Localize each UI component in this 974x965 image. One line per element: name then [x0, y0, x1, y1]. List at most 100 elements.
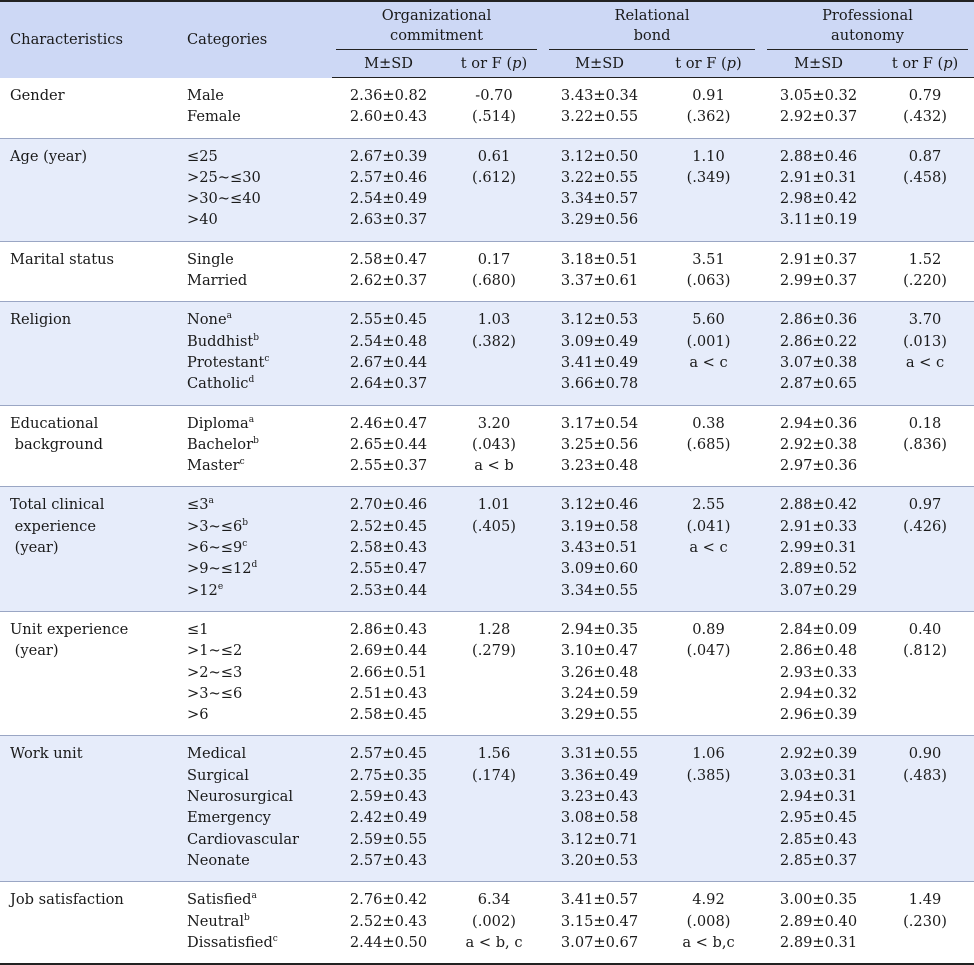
pa-msd-cell-line: 2.94±0.31 — [779, 788, 858, 806]
rb-tf-cell: 0.91 (.362) — [656, 77, 762, 139]
characteristic-cell-line: Job satisfaction — [10, 891, 124, 909]
rb-msd-cell: 3.18±0.51 3.37±0.61 — [543, 241, 656, 303]
rb-msd-cell: 2.94±0.35 3.10±0.47 3.26±0.48 3.24±0.59 3.29… — [543, 611, 656, 737]
table-row: Religion Nonea Buddhistb Protestantc Catholi… — [0, 301, 974, 406]
category-cell-line: Neonate — [187, 851, 250, 869]
pa-msd-cell-line: 2.85±0.43 — [779, 830, 858, 848]
oc-msd-cell-line: 2.51±0.43 — [349, 684, 428, 702]
pa-tf-cell-line: 0.79 — [908, 87, 942, 104]
rb-tf-cell-line: (.385) — [686, 766, 731, 784]
oc-tf-cell: 0.61 (.612) — [445, 138, 543, 242]
characteristic-cell: Religion — [0, 301, 182, 406]
rb-msd-cell-line: 3.12±0.50 — [560, 147, 639, 165]
category-cell-line: Bachelorb — [187, 435, 259, 453]
header-professional-autonomy: Professional autonomy — [761, 1, 974, 53]
rb-msd-cell-line: 3.41±0.57 — [560, 891, 639, 909]
pa-msd-cell-line: 2.98±0.42 — [779, 190, 858, 208]
rb-tf-cell-line: (.047) — [686, 642, 731, 660]
rb-tf-cell-line: 0.38 — [692, 414, 725, 432]
pa-msd-cell: 3.00±0.35 2.89±0.40 2.89±0.31 — [761, 881, 877, 965]
oc-tf-cell: -0.70 (.514) — [445, 77, 543, 139]
pa-msd-cell-line: 2.84±0.09 — [779, 620, 858, 638]
category-cell-line: >9~≤12d — [187, 560, 258, 578]
rb-tf-cell-line: a < c — [689, 539, 728, 557]
footnote-marker: b — [244, 912, 250, 923]
pa-msd-cell-line: 2.99±0.37 — [779, 272, 858, 290]
oc-tf-cell-line: (.174) — [472, 766, 516, 784]
category-cell-line: >25~≤30 — [187, 168, 261, 186]
pa-msd-cell: 2.86±0.36 2.86±0.22 3.07±0.38 2.87±0.65 — [761, 301, 877, 406]
pa-msd-cell: 2.92±0.39 3.03±0.31 2.94±0.31 2.95±0.45 2.85… — [761, 735, 877, 883]
pa-msd-cell: 3.05±0.32 2.92±0.37 — [761, 77, 877, 139]
pa-tf-cell-line: (.836) — [903, 435, 947, 453]
oc-tf-cell-line: 0.61 — [477, 147, 511, 165]
oc-tf-cell-line: (.405) — [472, 517, 516, 535]
pa-tf-cell-line: 0.90 — [908, 745, 942, 763]
category-cell: Single Married — [182, 241, 332, 303]
rb-tf-cell: 4.92 (.008) a < b,c — [656, 881, 762, 965]
rb-tf-cell-line: (.685) — [686, 435, 731, 453]
rb-msd-cell-line: 3.36±0.49 — [560, 766, 639, 784]
characteristic-cell: Unit experience (year) — [0, 611, 182, 737]
pa-tf-cell-line: (.812) — [903, 642, 947, 660]
rb-msd-cell-line: 3.66±0.78 — [560, 375, 639, 393]
table-row: Educational background Diplomaa Bachelorb M… — [0, 405, 974, 488]
pa-tf-cell: 0.97 (.426) — [876, 486, 974, 612]
oc-tf-cell: 3.20 (.043) a < b — [445, 405, 543, 488]
pa-msd-cell-line: 2.96±0.39 — [779, 706, 858, 724]
rb-tf-cell-line: 0.89 — [692, 620, 725, 638]
category-cell: Medical Surgical Neurosurgical Emergency Car… — [182, 735, 332, 883]
oc-msd-cell-line: 2.66±0.51 — [349, 663, 428, 681]
rb-msd-cell-line: 3.10±0.47 — [560, 642, 639, 660]
oc-msd-cell-line: 2.65±0.44 — [349, 435, 428, 453]
oc-msd-cell-line: 2.57±0.45 — [349, 745, 428, 763]
oc-msd-cell-line: 2.60±0.43 — [349, 108, 428, 126]
oc-tf-cell-line: (.043) — [472, 435, 516, 453]
oc-tf-cell-line: a < b, c — [465, 933, 523, 951]
category-cell-line: Protestantc — [187, 353, 270, 371]
pa-msd-cell-line: 2.92±0.39 — [779, 745, 858, 763]
category-cell-line: ≤3a — [187, 496, 214, 514]
pa-tf-cell: 0.87 (.458) — [876, 138, 974, 242]
rb-msd-cell-line: 3.08±0.58 — [560, 809, 639, 827]
category-cell: Nonea Buddhistb Protestantc Catholicd — [182, 301, 332, 406]
pa-msd-cell-line: 2.92±0.37 — [779, 108, 858, 126]
rb-msd-cell: 3.12±0.50 3.22±0.55 3.34±0.57 3.29±0.56 — [543, 138, 656, 242]
rb-msd-cell-line: 3.12±0.71 — [560, 830, 639, 848]
rb-msd-cell: 3.12±0.46 3.19±0.58 3.43±0.51 3.09±0.60 3.34… — [543, 486, 656, 612]
pa-msd-cell-line: 2.89±0.31 — [779, 933, 858, 951]
category-cell-line: >6~≤9c — [187, 539, 248, 557]
rb-tf-cell: 1.06 (.385) — [656, 735, 762, 883]
pa-msd-cell: 2.88±0.42 2.91±0.33 2.99±0.31 2.89±0.52 3.07… — [761, 486, 877, 612]
rb-msd-cell-line: 2.94±0.35 — [560, 620, 639, 638]
category-cell-line: Dissatisfiedc — [187, 933, 278, 951]
oc-msd-cell: 2.36±0.82 2.60±0.43 — [332, 77, 445, 139]
category-cell-line: Satisfieda — [187, 891, 257, 909]
rb-tf-cell-line: (.041) — [686, 517, 731, 535]
characteristic-cell-line: Age (year) — [10, 147, 88, 165]
pa-msd-cell-line: 3.07±0.38 — [779, 353, 858, 371]
pa-tf-cell-line: (.458) — [903, 168, 947, 186]
oc-msd-cell-line: 2.58±0.43 — [349, 539, 428, 557]
category-cell-line: Emergency — [187, 809, 271, 827]
characteristic-cell-line: experience — [10, 517, 96, 535]
oc-msd-cell-line: 2.59±0.55 — [349, 830, 428, 848]
oc-msd-cell: 2.76±0.42 2.52±0.43 2.44±0.50 — [332, 881, 445, 965]
category-cell-line: Masterc — [187, 457, 245, 475]
footnote-marker: b — [242, 517, 249, 528]
pa-msd-cell-line: 2.86±0.22 — [779, 332, 858, 350]
oc-tf-cell-line: 1.03 — [477, 311, 511, 329]
pa-tf-cell: 0.40 (.812) — [876, 611, 974, 737]
pa-tf-cell-line: 0.87 — [908, 147, 942, 165]
rb-msd-cell-line: 3.26±0.48 — [560, 663, 639, 681]
characteristic-cell-line: background — [10, 435, 103, 453]
category-cell-line: >30~≤40 — [187, 190, 261, 208]
characteristic-cell: Gender — [0, 77, 182, 139]
rb-msd-cell-line: 3.22±0.55 — [560, 168, 639, 186]
pa-tf-cell: 0.18 (.836) — [876, 405, 974, 488]
oc-tf-cell-line: 1.01 — [477, 496, 511, 514]
rb-tf-cell: 0.89 (.047) — [656, 611, 762, 737]
category-cell-line: ≤25 — [187, 147, 218, 165]
category-cell-line: Neutralb — [187, 912, 250, 930]
category-cell-line: >3~≤6 — [187, 684, 243, 702]
